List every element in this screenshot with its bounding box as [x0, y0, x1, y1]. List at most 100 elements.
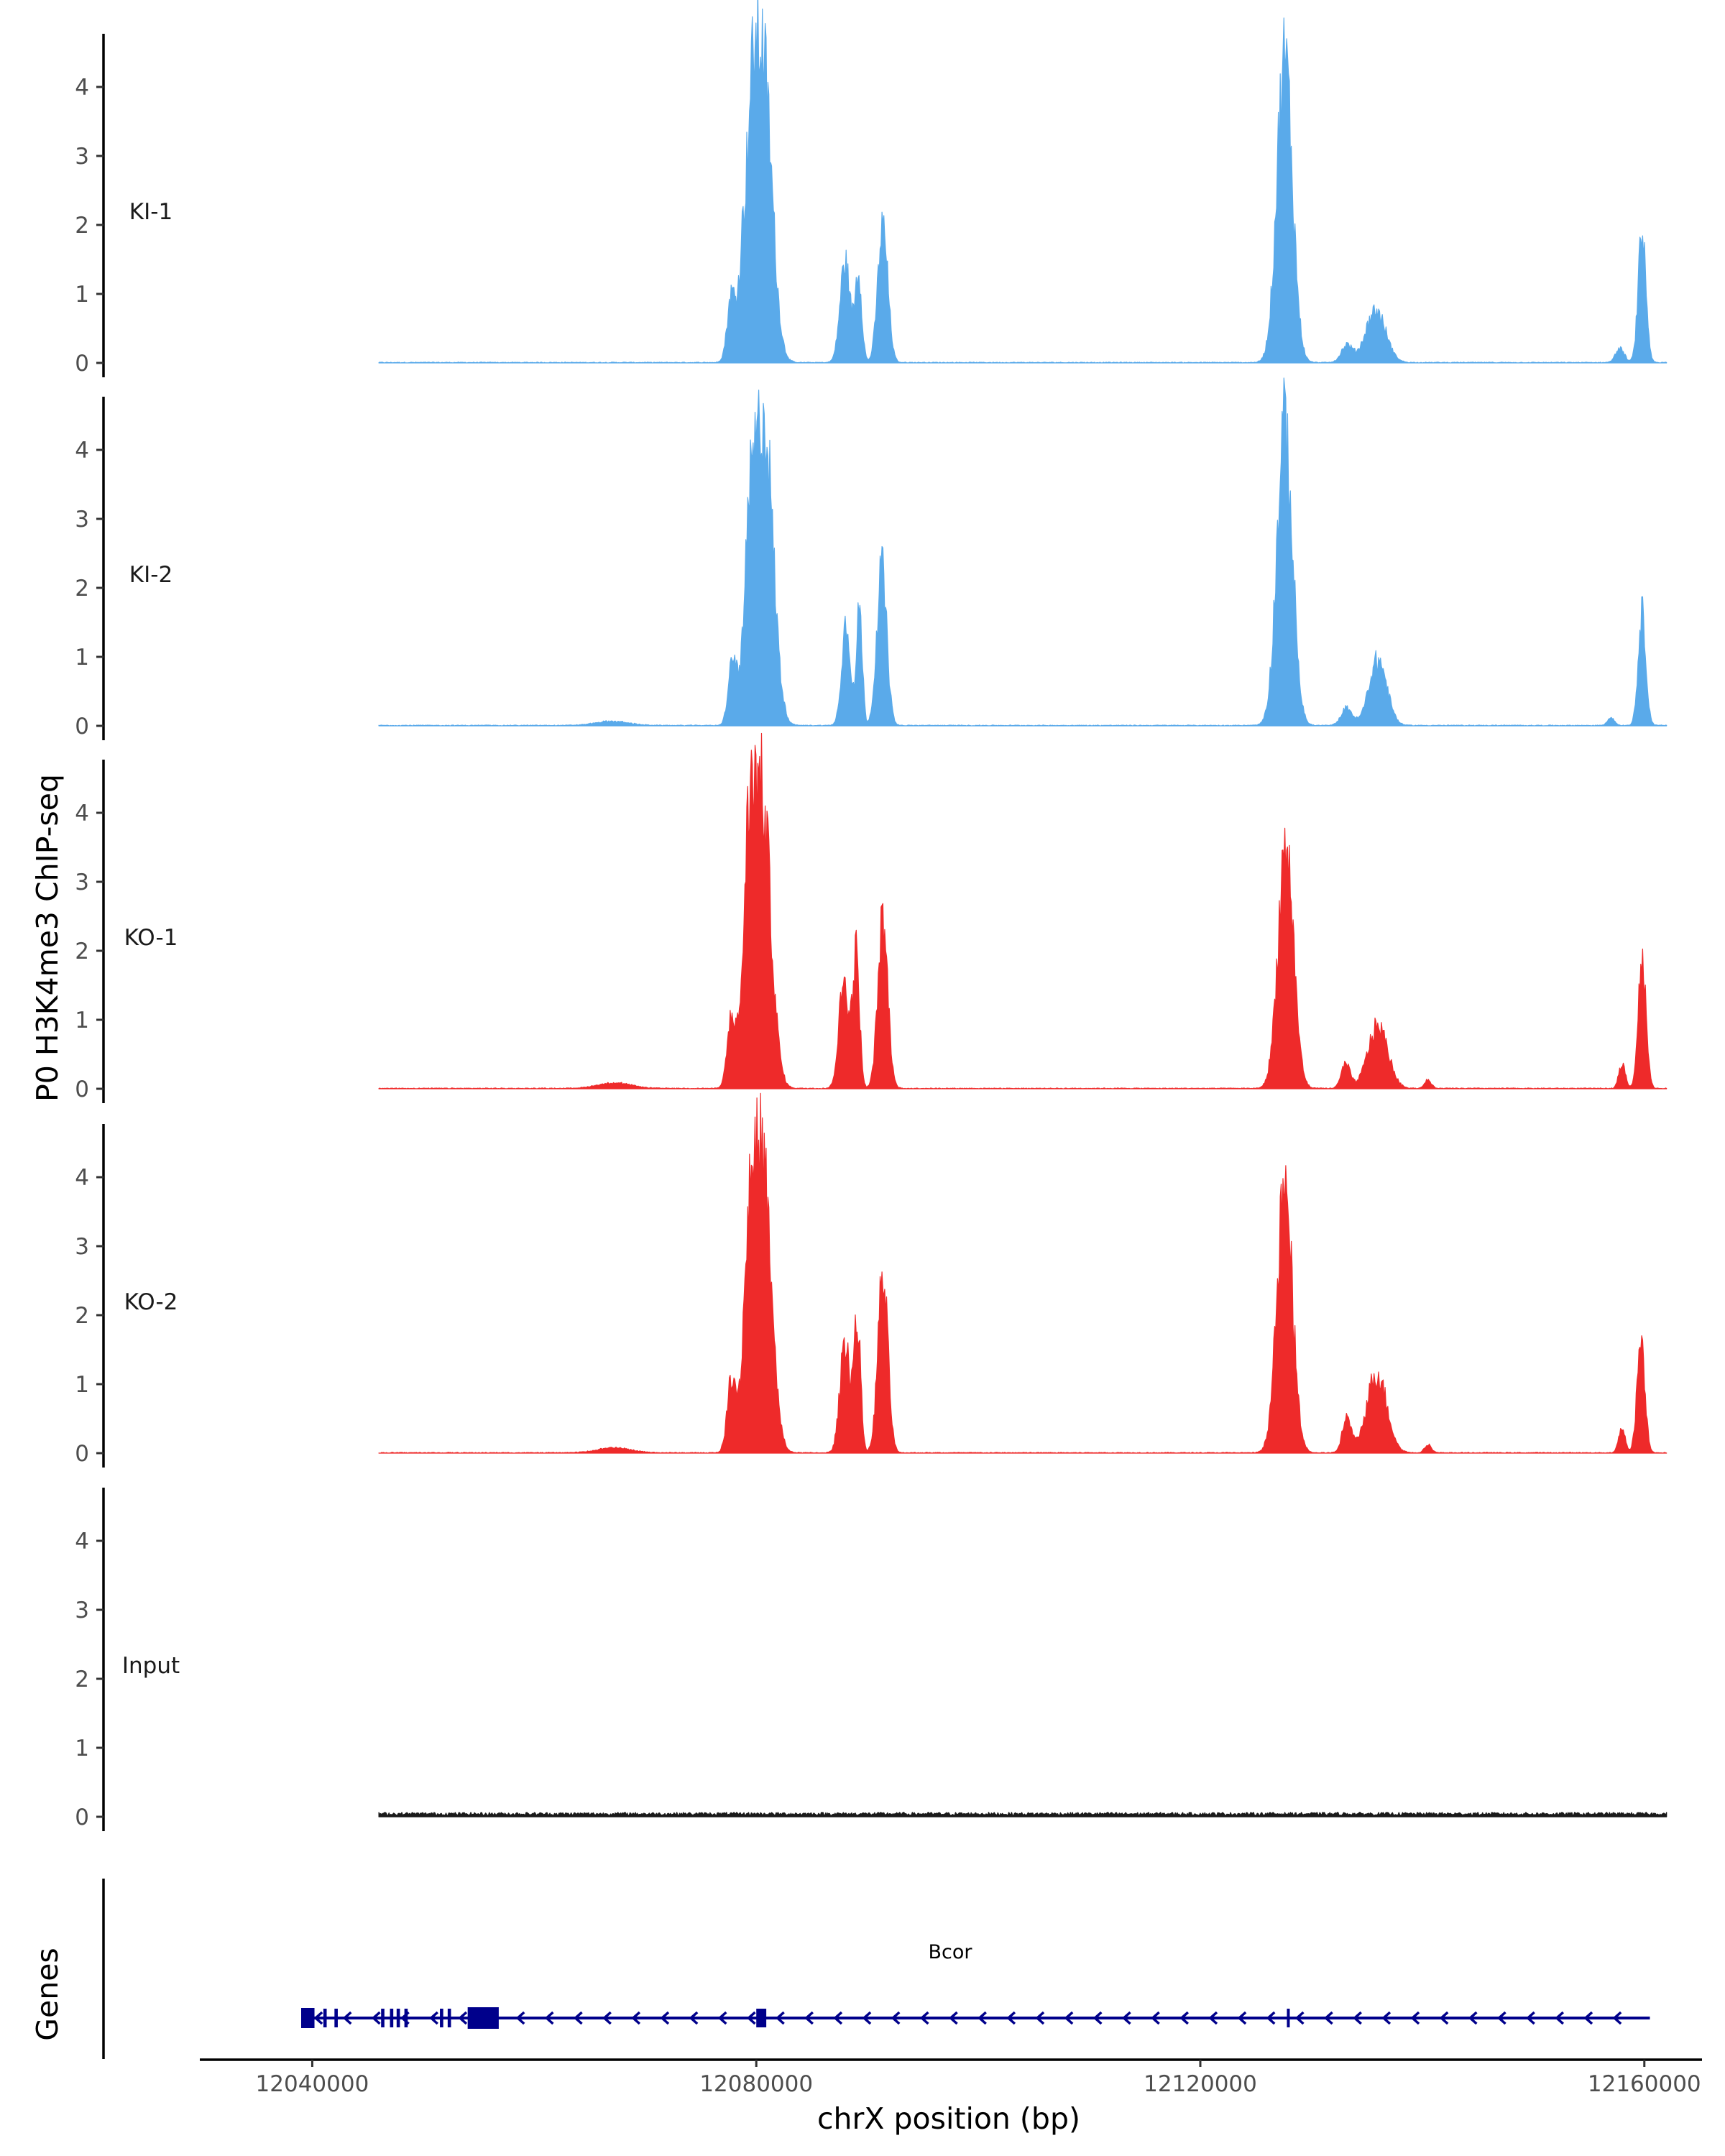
strand-arrow [631, 2011, 641, 2025]
gene-exon [756, 2009, 767, 2027]
track-input: 0 1 2 3 4 Input [75, 1488, 1668, 1831]
y-tick-label: 1 [75, 1372, 89, 1398]
strand-arrow [1208, 2011, 1218, 2025]
strand-arrow [948, 2011, 958, 2025]
strand-arrow [1151, 2011, 1160, 2025]
strand-arrow [1323, 2011, 1333, 2025]
y-tick-label: 3 [75, 1234, 89, 1260]
strand-arrow [458, 2011, 468, 2025]
x-tick-label: 12120000 [1144, 2071, 1257, 2097]
signal-area-ko-1 [378, 732, 1668, 1089]
strand-arrow [313, 2011, 323, 2025]
strand-arrow [1266, 2011, 1276, 2025]
gene-name-label: Bcor [929, 1941, 973, 1963]
y-tick-label: 2 [75, 1667, 89, 1692]
strand-arrow [544, 2011, 554, 2025]
strand-arrow [1468, 2011, 1478, 2025]
y-tick-label: 1 [75, 1736, 89, 1761]
gene-exon [381, 2009, 385, 2027]
track-ki-1: 0 1 2 3 4 KI-1 [75, 0, 1668, 377]
track-label: KI-2 [129, 562, 172, 588]
strand-arrow [1294, 2011, 1305, 2025]
gene-exon [447, 2009, 451, 2027]
y-tick-label: 0 [75, 351, 89, 377]
strand-arrow [1410, 2011, 1420, 2025]
strand-arrow [689, 2011, 699, 2025]
strand-arrow [602, 2011, 612, 2025]
strand-arrow [919, 2011, 929, 2025]
strand-arrow [776, 2011, 785, 2025]
strand-arrow [573, 2011, 583, 2025]
gene-exon [1287, 2009, 1290, 2027]
strand-arrow [1006, 2011, 1016, 2025]
track-label: KO-2 [124, 1289, 178, 1315]
strand-arrow [1583, 2011, 1593, 2025]
strand-arrow [1496, 2011, 1506, 2025]
track-ko-1: 0 1 2 3 4 KO-1 [75, 732, 1668, 1103]
x-axis: 12040000 12080000 12120000 12160000 [200, 2058, 1702, 2097]
y-tick-label: 4 [75, 1165, 89, 1191]
strand-arrow [862, 2011, 872, 2025]
strand-arrow [429, 2011, 438, 2025]
track-panels: 0 1 2 3 4 KI-1 0 1 2 3 4 KI-2 0 1 2 3 4 KO-1 0 1 2 3 4 KO-2 0 1 2 3… [75, 0, 1668, 1831]
y-tick-label: 0 [75, 1805, 89, 1830]
strand-arrow [1121, 2011, 1131, 2025]
strand-arrow [1612, 2011, 1622, 2025]
gene-exon [334, 2009, 338, 2027]
strand-arrow [746, 2011, 756, 2025]
gene-exon [323, 2009, 327, 2027]
strand-arrow [1439, 2011, 1449, 2025]
gene-track [102, 1879, 1650, 2059]
gene-exon [301, 2008, 315, 2028]
gene-exon [396, 2009, 400, 2027]
track-ki-2: 0 1 2 3 4 KI-2 [75, 377, 1668, 740]
strand-arrow [1555, 2011, 1565, 2025]
y-axis-title: P0 H3K4me3 ChIP-seq [30, 774, 65, 1102]
signal-area-input [378, 1812, 1668, 1818]
y-tick-label: 1 [75, 645, 89, 671]
signal-area-ko-2 [378, 1092, 1668, 1454]
strand-arrow [515, 2011, 525, 2025]
y-tick-label: 2 [75, 939, 89, 964]
gene-exon [467, 2007, 499, 2029]
signal-area-ki-2 [378, 377, 1668, 727]
y-tick-label: 0 [75, 1441, 89, 1467]
strand-arrow [717, 2011, 727, 2025]
y-tick-label: 2 [75, 1303, 89, 1329]
strand-arrow [804, 2011, 814, 2025]
y-tick-label: 4 [75, 438, 89, 464]
x-tick-label: 12040000 [256, 2071, 369, 2097]
y-tick-label: 0 [75, 714, 89, 740]
track-label: KI-1 [129, 199, 172, 225]
strand-arrow [1179, 2011, 1189, 2025]
strand-arrow [1526, 2011, 1535, 2025]
strand-arrow [978, 2011, 987, 2025]
x-tick-label: 12080000 [699, 2071, 813, 2097]
gene-exon [404, 2009, 408, 2027]
x-tick-label: 12160000 [1588, 2071, 1701, 2097]
strand-arrow [1353, 2011, 1362, 2025]
y-tick-label: 4 [75, 75, 89, 101]
strand-arrow [660, 2011, 670, 2025]
strand-arrow [1092, 2011, 1103, 2025]
genes-axis-title: Genes [30, 1948, 65, 2041]
strand-arrow [891, 2011, 901, 2025]
track-label: KO-1 [124, 925, 178, 951]
y-tick-label: 0 [75, 1077, 89, 1102]
x-axis-title: chrX position (bp) [817, 2101, 1080, 2136]
track-label: Input [122, 1653, 180, 1679]
signal-area-ki-1 [378, 0, 1668, 364]
strand-arrow [1064, 2011, 1074, 2025]
gene-exon [390, 2009, 394, 2027]
strand-arrow [833, 2011, 843, 2025]
y-tick-label: 4 [75, 1529, 89, 1554]
y-tick-label: 3 [75, 144, 89, 170]
strand-arrow [371, 2011, 381, 2025]
y-tick-label: 4 [75, 801, 89, 826]
gene-exon [440, 2009, 443, 2027]
y-tick-label: 3 [75, 507, 89, 533]
y-tick-label: 3 [75, 870, 89, 895]
y-tick-label: 3 [75, 1598, 89, 1623]
strand-arrow [1381, 2011, 1392, 2025]
